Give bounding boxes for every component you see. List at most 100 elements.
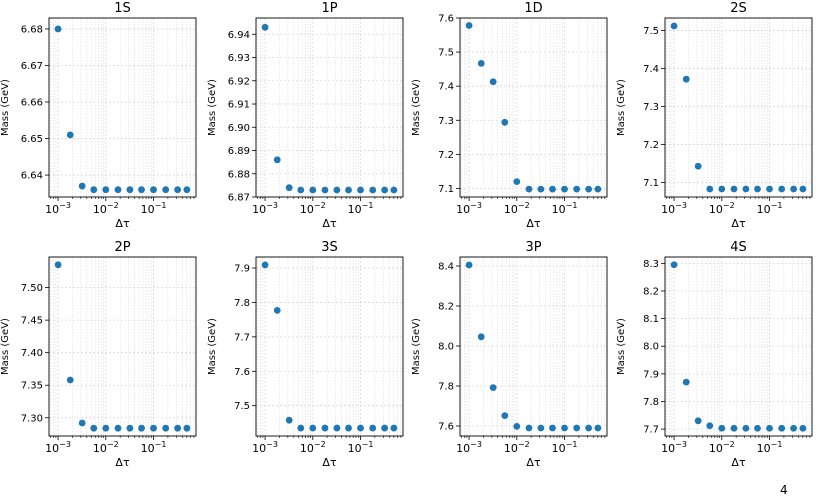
subplot-1s: 10−3 10−2 10−1 6.64 6.65 6.66 6.67 6.68 1S Δτ Mass… (0, 1, 197, 230)
data-point (799, 185, 807, 193)
subplot-title: 2S (730, 1, 747, 16)
data-point (162, 186, 170, 194)
y-tick-label: 6.66 (21, 98, 43, 109)
data-point (799, 424, 807, 432)
data-point (126, 186, 134, 194)
y-tick-label: 7.5 (234, 401, 250, 412)
x-tick-label: 10−3 (45, 201, 71, 216)
data-point (754, 424, 761, 432)
y-axis-label: Mass (GeV) (616, 79, 627, 136)
data-point (150, 186, 157, 194)
y-tick-label: 7.35 (21, 381, 43, 392)
data-point (754, 185, 761, 193)
subplot-title: 1S (114, 1, 131, 16)
data-point (730, 185, 738, 193)
data-point (694, 417, 702, 425)
data-point (670, 261, 678, 269)
x-tick-label: 10−1 (348, 440, 374, 455)
y-tick-label: 6.93 (228, 53, 250, 64)
data-point (766, 424, 773, 432)
y-tick-label: 7.5 (438, 48, 454, 59)
data-point (183, 186, 191, 194)
x-axis-label: Δτ (526, 217, 541, 230)
data-point (790, 185, 798, 193)
data-point (513, 178, 521, 186)
x-tick-label: 10−2 (504, 201, 530, 216)
subplot-title: 2P (114, 240, 130, 255)
x-tick-label: 10−2 (709, 440, 735, 455)
subplot-title: 3P (525, 240, 541, 255)
x-axis-label: Δτ (322, 456, 337, 469)
data-point (138, 424, 145, 432)
x-tick-label: 10−1 (141, 201, 167, 216)
data-point (357, 424, 364, 432)
axes-frame (459, 256, 608, 437)
subplot-1p: 10−3 10−2 10−1 6.87 6.88 6.89 6.90 6.91 6.92 6.93… (207, 1, 404, 230)
axes-frame (48, 17, 197, 198)
y-tick-label: 6.92 (228, 76, 250, 87)
y-tick-label: 6.91 (228, 100, 250, 111)
x-tick-label: 10−1 (757, 440, 783, 455)
data-point (561, 185, 568, 193)
y-tick-label: 8.2 (643, 286, 659, 297)
data-point (102, 186, 110, 194)
y-axis-label: Mass (GeV) (0, 79, 11, 136)
axes-frame (664, 256, 813, 437)
subplot-3p: 10−3 10−2 10−1 7.6 7.8 8.0 8.2 8.4 3P Δτ Mass (GeV… (411, 240, 608, 469)
data-point (778, 424, 786, 432)
data-point (682, 75, 690, 83)
data-point (477, 333, 485, 341)
data-point (162, 424, 170, 432)
data-point (114, 186, 122, 194)
data-point (285, 416, 293, 424)
axes-frame (255, 17, 404, 198)
data-point (309, 186, 317, 194)
y-axis-label: Mass (GeV) (0, 318, 11, 375)
x-tick-label: 10−3 (456, 440, 482, 455)
y-tick-label: 7.1 (643, 178, 659, 189)
y-tick-label: 8.0 (438, 342, 454, 353)
y-axis-label: Mass (GeV) (207, 79, 218, 136)
data-point (138, 186, 145, 194)
data-point (549, 185, 556, 193)
data-point (501, 118, 509, 126)
data-point (273, 156, 281, 164)
data-point (694, 162, 702, 170)
y-tick-label: 7.50 (21, 283, 43, 294)
y-tick-label: 7.7 (643, 425, 659, 436)
y-tick-label: 6.94 (228, 30, 250, 41)
data-point (297, 186, 305, 194)
x-tick-label: 10−2 (93, 201, 119, 216)
y-tick-label: 6.64 (21, 171, 43, 182)
data-point (742, 185, 750, 193)
y-tick-label: 7.4 (643, 64, 659, 75)
y-tick-label: 7.40 (21, 348, 43, 359)
x-tick-label: 10−3 (252, 440, 278, 455)
axes-frame (664, 17, 813, 198)
data-point (126, 424, 134, 432)
subplot-title: 1D (524, 1, 542, 16)
data-point (321, 186, 329, 194)
data-point (525, 424, 533, 432)
data-point (573, 424, 581, 432)
y-tick-label: 8.4 (438, 262, 454, 273)
x-axis-label: Δτ (115, 217, 130, 230)
x-axis-label: Δτ (526, 456, 541, 469)
y-tick-label: 8.0 (643, 342, 659, 353)
y-tick-label: 7.8 (438, 382, 454, 393)
data-point (297, 424, 305, 432)
y-tick-label: 6.90 (228, 123, 250, 134)
data-point (537, 185, 545, 193)
x-tick-label: 10−1 (348, 201, 374, 216)
data-point (390, 186, 398, 194)
y-tick-label: 7.2 (438, 150, 454, 161)
y-axis-label: Mass (GeV) (411, 318, 422, 375)
subplot-1d: 10−3 10−2 10−1 7.1 7.2 7.3 7.4 7.5 7.6 1D Δτ Mass (… (411, 1, 608, 230)
subplot-2s: 10−3 10−2 10−1 7.1 7.2 7.3 7.4 7.5 2S Δτ Mass (GeV… (616, 1, 813, 230)
y-tick-label: 8.2 (438, 302, 454, 313)
data-point (150, 424, 157, 432)
data-point (706, 422, 714, 430)
data-point (309, 424, 317, 432)
y-tick-label: 8.1 (643, 314, 659, 325)
subplot-title: 3S (321, 240, 338, 255)
